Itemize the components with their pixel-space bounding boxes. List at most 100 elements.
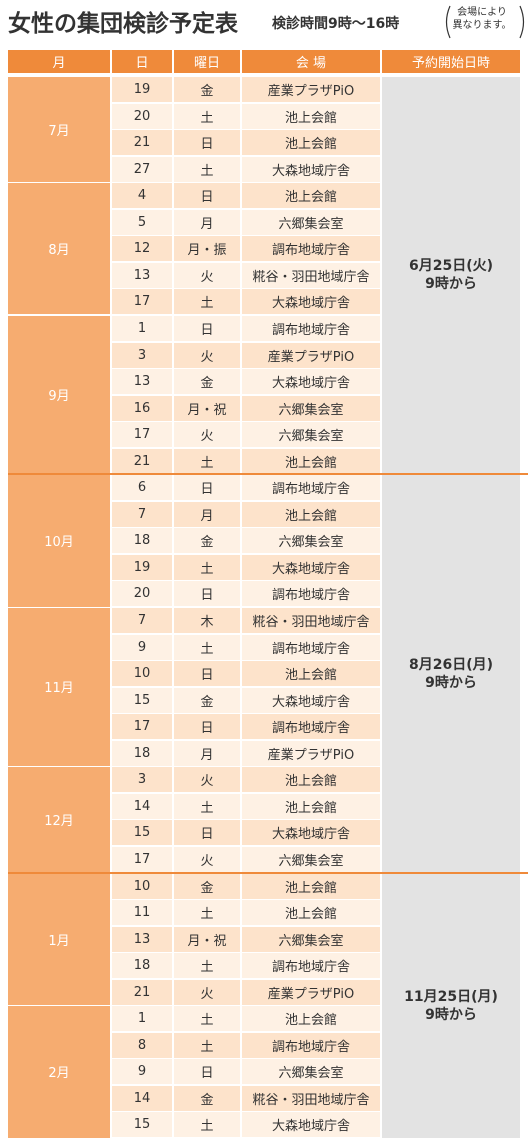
column-header: 月 [8,50,110,73]
cell: 池上会館 [242,873,380,899]
reservation-date: 6月25日(火) [408,258,494,275]
cell: 六郷集会室 [242,209,380,235]
cell: 池上会館 [242,103,380,129]
cell: 8 [112,1032,172,1058]
cell: 月・祝 [174,926,240,952]
column-header: 予約開始日時 [382,50,520,73]
cell: 六郷集会室 [242,846,380,872]
cell: 18 [112,528,172,554]
cell: 土 [174,289,240,315]
month-cell: 1月 [8,873,110,1005]
cell: 土 [174,103,240,129]
cell: 六郷集会室 [242,422,380,448]
cell: 15 [112,1112,172,1138]
cell: 火 [174,422,240,448]
cell: 4 [112,183,172,209]
cell: 大森地域庁舎 [242,554,380,580]
cell: 日 [174,1059,240,1085]
month-cell: 9月 [8,315,110,474]
cell: 16 [112,395,172,421]
cell: 6 [112,475,172,501]
cell: 糀谷・羽田地域庁舎 [242,1085,380,1111]
cell: 13 [112,926,172,952]
column-header: 会 場 [242,50,380,73]
reservation-cell: 11月25日(月) 9時から [382,873,520,1138]
cell: 日 [174,183,240,209]
title: 女性の集団検診予定表 [8,11,238,37]
cell: 金 [174,528,240,554]
cell: 月 [174,209,240,235]
cell: 14 [112,1085,172,1111]
reservation-date: 8月26日(月) [408,656,494,673]
cell: 火 [174,979,240,1005]
cell: 日 [174,315,240,341]
cell: 火 [174,342,240,368]
cell: 糀谷・羽田地域庁舎 [242,262,380,288]
cell: 3 [112,767,172,793]
cell: 19 [112,554,172,580]
group-separator [8,473,528,476]
cell: 六郷集会室 [242,395,380,421]
cell: 13 [112,369,172,395]
cell: 14 [112,793,172,819]
parentheses [445,5,525,39]
cell: 池上会館 [242,183,380,209]
cell: 池上会館 [242,130,380,156]
reservation-date: 11月25日(月) [404,988,498,1005]
reservation-time: 9時から [425,674,477,691]
cell: 調布地域庁舎 [242,1032,380,1058]
cell: 大森地域庁舎 [242,820,380,846]
cell: 日 [174,820,240,846]
month-cell: 12月 [8,767,110,872]
cell: 大森地域庁舎 [242,156,380,182]
cell: 池上会館 [242,793,380,819]
cell: 1 [112,1006,172,1032]
month-cell: 11月 [8,608,110,766]
cell: 金 [174,77,240,103]
cell: 13 [112,262,172,288]
cell: 産業プラザPiO [242,740,380,766]
cell: 月・振 [174,236,240,262]
cell: 金 [174,1085,240,1111]
column-header: 日 [112,50,172,73]
cell: 日 [174,661,240,687]
cell: 9 [112,1059,172,1085]
reservation-cell: 6月25日(火) 9時から [382,77,520,474]
cell: 1 [112,315,172,341]
cell: 糀谷・羽田地域庁舎 [242,608,380,634]
cell: 土 [174,1112,240,1138]
month-cell: 8月 [8,183,110,315]
cell: 池上会館 [242,900,380,926]
cell: 21 [112,979,172,1005]
cell: 大森地域庁舎 [242,687,380,713]
month-cell: 2月 [8,1006,110,1138]
cell: 17 [112,422,172,448]
cell: 金 [174,873,240,899]
cell: 17 [112,846,172,872]
column-header: 曜日 [174,50,240,73]
cell: 大森地域庁舎 [242,1112,380,1138]
cell: 池上会館 [242,1006,380,1032]
cell: 調布地域庁舎 [242,714,380,740]
cell: 火 [174,767,240,793]
cell: 18 [112,740,172,766]
cell: 土 [174,953,240,979]
cell: 火 [174,846,240,872]
cell: 土 [174,554,240,580]
cell: 日 [174,475,240,501]
cell: 27 [112,156,172,182]
cell: 土 [174,156,240,182]
cell: 大森地域庁舎 [242,289,380,315]
cell: 日 [174,581,240,607]
cell: 六郷集会室 [242,926,380,952]
cell: 21 [112,130,172,156]
note: 会場により 異なります。 [447,6,517,32]
cell: 20 [112,103,172,129]
cell: 土 [174,1032,240,1058]
cell: 木 [174,608,240,634]
month-cell: 7月 [8,77,110,182]
cell: 9 [112,634,172,660]
cell: 金 [174,687,240,713]
cell: 池上会館 [242,448,380,474]
